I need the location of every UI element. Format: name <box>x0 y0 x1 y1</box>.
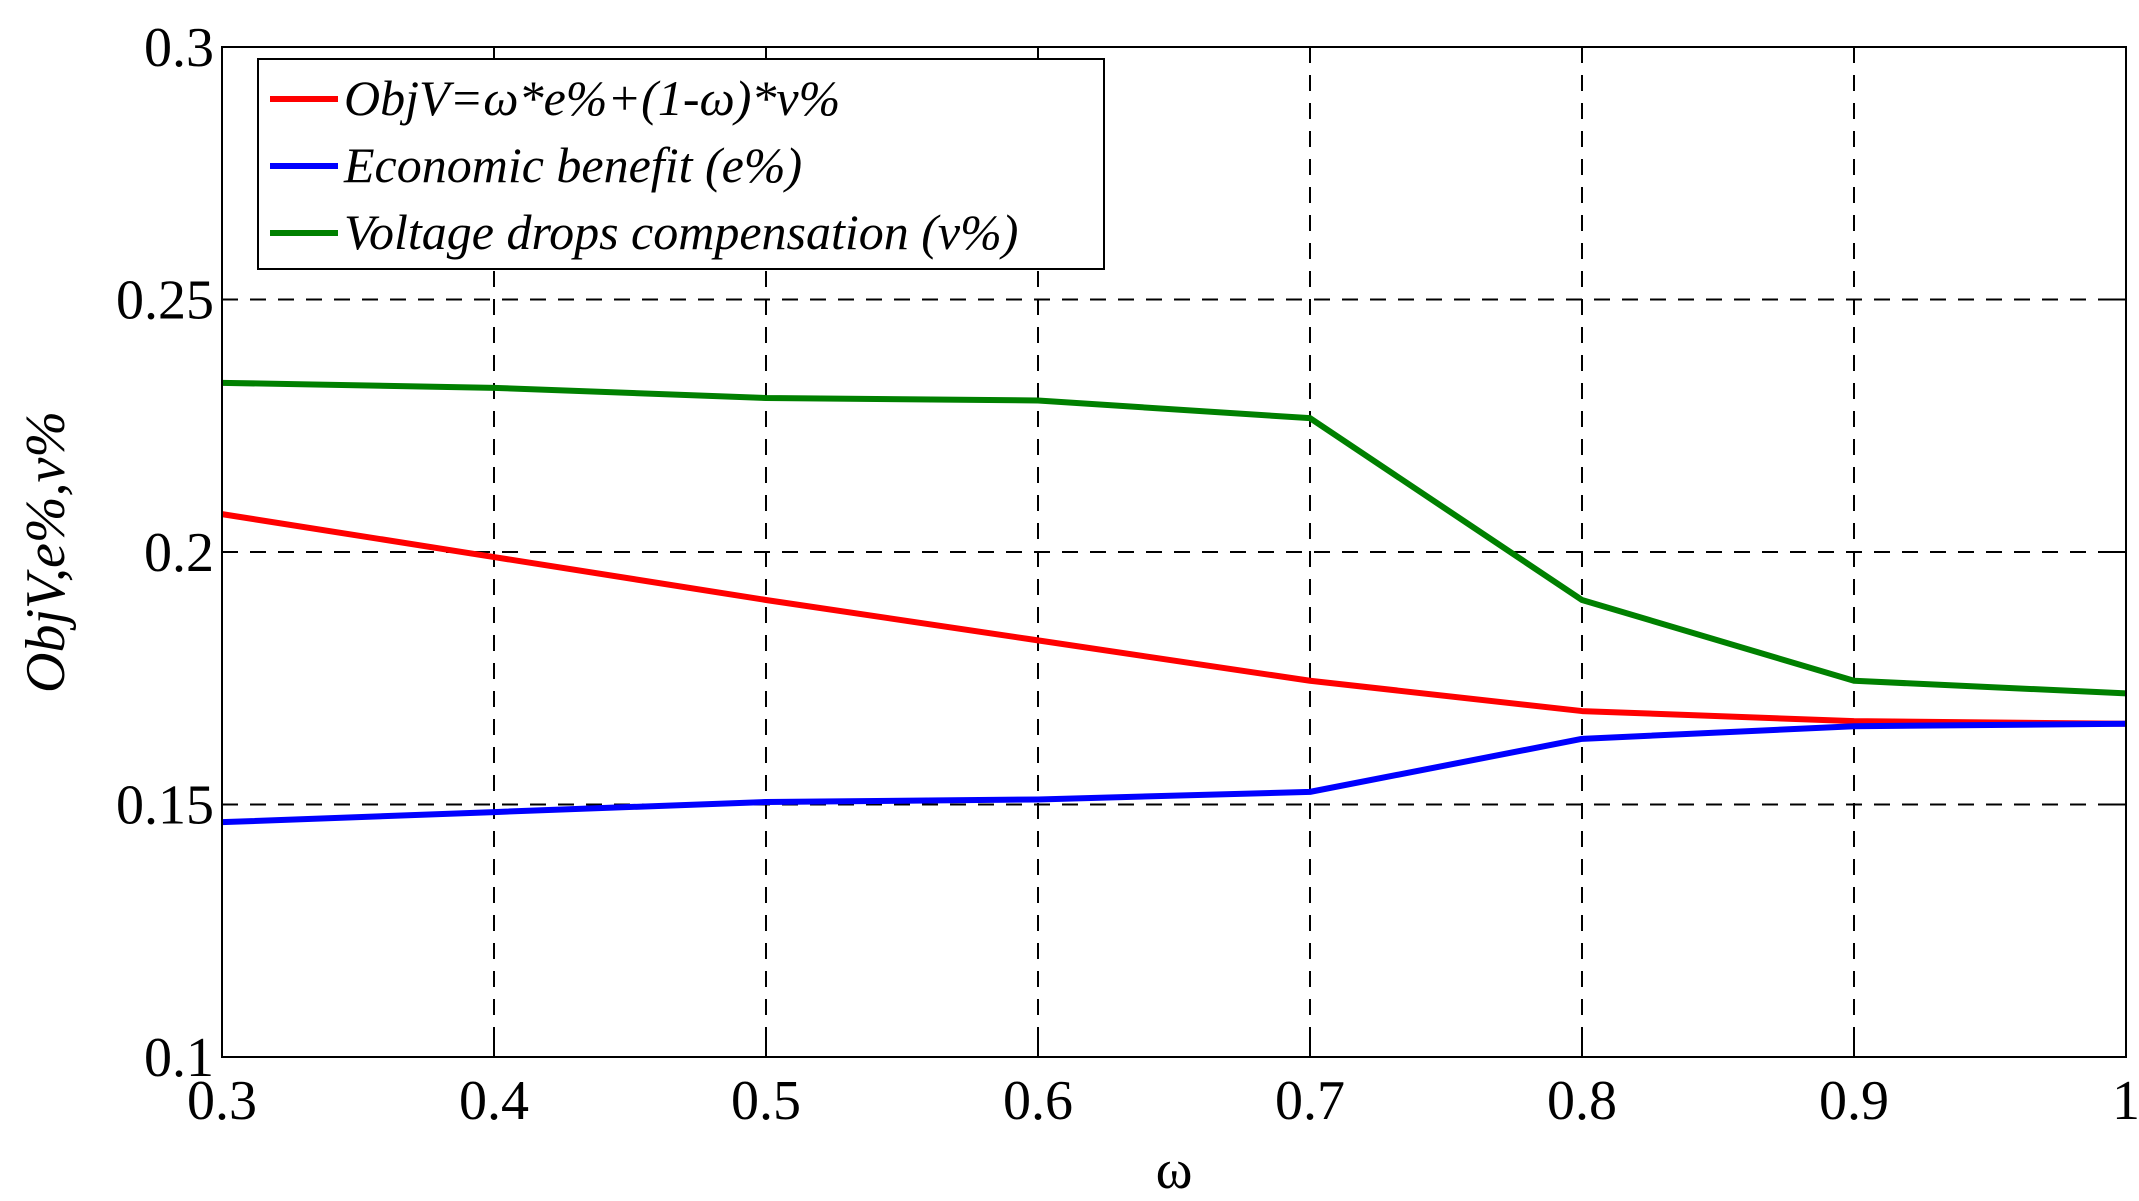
x-axis-label: ω <box>1156 1139 1193 1201</box>
y-axis-ticks: 0.1 0.15 0.2 0.25 0.3 <box>116 17 2126 1089</box>
series-line-1 <box>221 511 2127 727</box>
legend: ObjV=ω*e%+(1-ω)*v% Economic benefit (e%) V… <box>257 58 1105 270</box>
y-tick-label: 0.2 <box>144 522 214 584</box>
series-line-2 <box>221 720 2127 826</box>
x-tick-label: 1 <box>2112 1070 2139 1132</box>
x-tick-label: 0.8 <box>1547 1070 1617 1132</box>
series-line-3 <box>221 379 2127 697</box>
x-tick-label: 0.4 <box>459 1070 529 1132</box>
x-tick-label: 0.7 <box>1275 1070 1345 1132</box>
y-tick-label: 0.25 <box>116 270 214 332</box>
legend-label: Voltage drops compensation (v%) <box>344 204 1018 260</box>
x-tick-label: 0.9 <box>1819 1070 1889 1132</box>
x-tick-label: 0.5 <box>731 1070 801 1132</box>
x-axis-ticks: 0.3 0.4 0.5 0.6 0.7 0.8 0.9 1 <box>187 47 2139 1132</box>
legend-box <box>257 58 1105 270</box>
y-tick-label: 0.1 <box>144 1027 214 1089</box>
series-lines <box>221 379 2127 826</box>
legend-label: ObjV=ω*e%+(1-ω)*v% <box>344 70 840 126</box>
x-tick-label: 0.3 <box>187 1070 257 1132</box>
legend-label: Economic benefit (e%) <box>343 137 802 193</box>
y-tick-label: 0.3 <box>144 17 214 79</box>
y-tick-label: 0.15 <box>116 775 214 837</box>
x-tick-label: 0.6 <box>1003 1070 1073 1132</box>
y-axis-label: ObjV,e%,v% <box>15 411 77 693</box>
